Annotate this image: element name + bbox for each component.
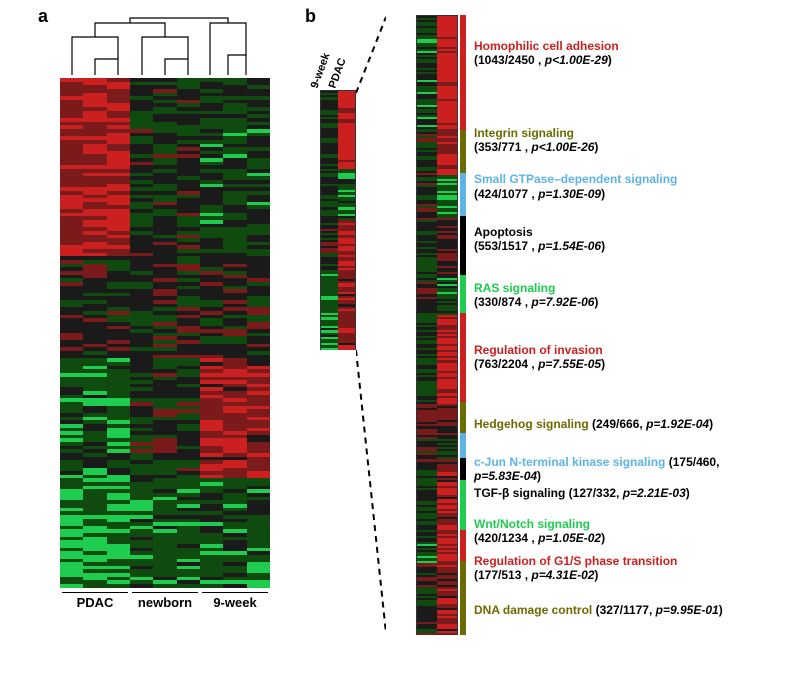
category-bar bbox=[460, 130, 466, 173]
category-bar bbox=[460, 173, 466, 216]
annotation: Hedgehog signaling (249/666, p=1.92E-04) bbox=[474, 417, 713, 431]
annotation: RAS signaling(330/874 , p=7.92E-06) bbox=[474, 281, 598, 310]
group-label-9week: 9-week bbox=[202, 592, 268, 610]
category-bars bbox=[460, 15, 466, 635]
category-bar bbox=[460, 216, 466, 275]
category-bar bbox=[460, 433, 466, 458]
small-label-pdac: PDAC bbox=[327, 69, 344, 90]
zoom-connectors bbox=[356, 15, 386, 655]
annotation: Integrin signaling(353/771 , p<1.00E-26) bbox=[474, 126, 598, 155]
category-bar bbox=[460, 402, 466, 433]
category-bar bbox=[460, 458, 466, 480]
panel-a-group-labels: PDAC newborn 9-week bbox=[60, 592, 270, 610]
annotation: Regulation of G1/S phase transition(177/… bbox=[474, 554, 677, 583]
category-bar bbox=[460, 480, 466, 530]
group-label-newborn: newborn bbox=[132, 592, 198, 610]
category-bar bbox=[460, 313, 466, 403]
annotations: Homophilic cell adhesion(1043/2450 , p<1… bbox=[474, 15, 754, 635]
annotation: Homophilic cell adhesion(1043/2450 , p<1… bbox=[474, 39, 619, 68]
figure-container: PDAC newborn 9-week 9-week PDAC Homophil… bbox=[15, 15, 784, 655]
panel-a: PDAC newborn 9-week bbox=[35, 15, 295, 610]
small-label-9week: 9-week bbox=[309, 69, 326, 90]
panel-b-small-heatmap bbox=[320, 90, 356, 350]
heatmap-a bbox=[60, 78, 270, 588]
annotation: Small GTPase–dependent signaling(424/107… bbox=[474, 172, 677, 201]
annotation: Regulation of invasion(763/2204 , p=7.55… bbox=[474, 343, 605, 372]
annotation: Wnt/Notch signaling(420/1234 , p=1.05E-0… bbox=[474, 517, 605, 546]
group-label-pdac: PDAC bbox=[62, 592, 128, 610]
panel-b: 9-week PDAC Homophilic cell adhesion(104… bbox=[320, 15, 754, 655]
annotation: TGF-β signaling (127/332, p=2.21E-03) bbox=[474, 486, 690, 500]
category-bar bbox=[460, 15, 466, 130]
annotation: DNA damage control (327/1177, p=9.95E-01… bbox=[474, 603, 723, 617]
panel-b-label: b bbox=[305, 6, 316, 27]
panel-b-small-labels: 9-week PDAC bbox=[320, 45, 356, 90]
panel-b-big-heatmap bbox=[416, 15, 458, 635]
category-bar bbox=[460, 275, 466, 312]
category-bar bbox=[460, 530, 466, 561]
panel-b-small-heatmap-wrap: 9-week PDAC bbox=[320, 45, 356, 350]
annotation: Apoptosis(553/1517 , p=1.54E-06) bbox=[474, 225, 605, 254]
panel-b-big-heatmap-wrap: Homophilic cell adhesion(1043/2450 , p<1… bbox=[416, 15, 754, 635]
annotation: c-Jun N-terminal kinase signaling (175/4… bbox=[474, 455, 754, 484]
category-bar bbox=[460, 561, 466, 635]
dendrogram bbox=[60, 15, 270, 75]
